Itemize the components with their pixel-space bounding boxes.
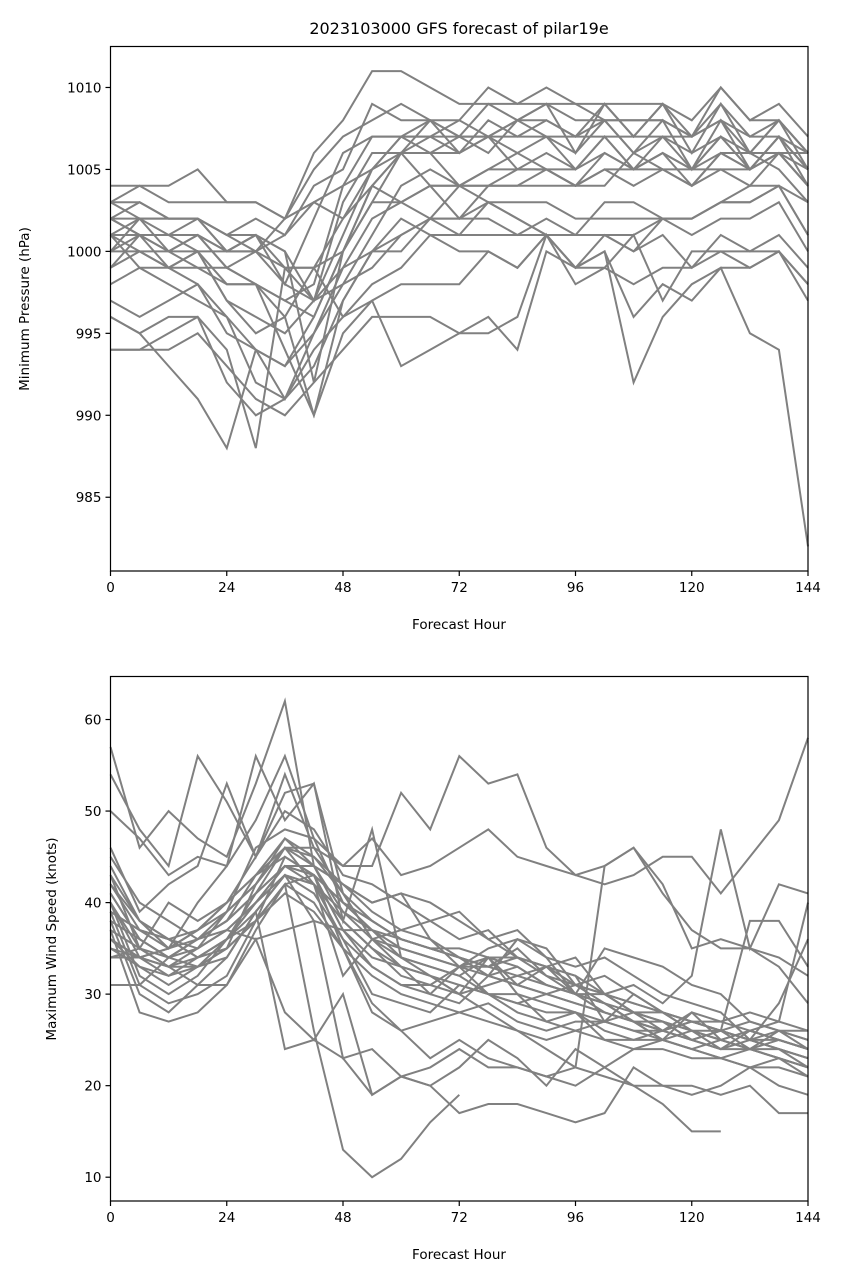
wind-series-line-m02 bbox=[109, 753, 809, 1051]
pressure-y-ticks: 985 990 995 1000 1005 1010 bbox=[67, 80, 111, 506]
wind-y-tick-label: 10 bbox=[84, 1170, 101, 1186]
wind-x-tick-label: 48 bbox=[334, 1210, 351, 1226]
wind-y-tick-label: 20 bbox=[84, 1079, 101, 1095]
wind-y-tick-label: 60 bbox=[84, 713, 101, 729]
wind-series-line-m03 bbox=[109, 753, 809, 1051]
wind-panel: 0 24 48 72 96 120 144 10 20 30 40 50 60 Forecast Ho… bbox=[44, 675, 821, 1263]
wind-series-line-m05 bbox=[109, 753, 809, 977]
wind-series-line-m27 bbox=[109, 864, 809, 1042]
wind-x-ticks: 0 24 48 72 96 120 144 bbox=[106, 1201, 821, 1226]
pressure-series-line-m24 bbox=[110, 151, 809, 253]
pressure-x-tick-label: 72 bbox=[451, 580, 468, 596]
pressure-series-line-m14 bbox=[110, 200, 809, 401]
pressure-series-line-m16 bbox=[110, 233, 809, 449]
wind-series-line-m20 bbox=[109, 892, 809, 1097]
pressure-series-group bbox=[109, 70, 809, 547]
pressure-y-tick-label: 985 bbox=[76, 490, 102, 506]
pressure-series-line-m09 bbox=[109, 135, 809, 319]
pressure-series-line-m07 bbox=[109, 118, 809, 302]
pressure-series-line-m18 bbox=[110, 249, 809, 547]
pressure-x-tick-label: 144 bbox=[795, 580, 821, 596]
pressure-y-tick-label: 995 bbox=[76, 326, 102, 342]
wind-x-tick-label: 0 bbox=[106, 1210, 115, 1226]
wind-x-axis-label: Forecast Hour bbox=[412, 1247, 506, 1263]
wind-y-axis-label: Maximum Wind Speed (knots) bbox=[44, 837, 60, 1040]
pressure-x-axis-label: Forecast Hour bbox=[412, 617, 506, 633]
pressure-x-tick-label: 48 bbox=[334, 580, 351, 596]
wind-series-group bbox=[109, 697, 809, 1179]
pressure-x-tick-label: 24 bbox=[218, 580, 235, 596]
wind-series-line-m21 bbox=[109, 902, 809, 1097]
pressure-series-line-m23 bbox=[110, 151, 809, 269]
pressure-y-tick-label: 1010 bbox=[67, 80, 101, 96]
wind-x-tick-label: 72 bbox=[451, 1210, 468, 1226]
pressure-x-ticks: 0 24 48 72 96 120 144 bbox=[106, 571, 821, 596]
pressure-y-tick-label: 990 bbox=[76, 408, 102, 424]
wind-x-tick-label: 96 bbox=[567, 1210, 584, 1226]
wind-y-tick-label: 50 bbox=[84, 804, 101, 820]
wind-y-tick-label: 30 bbox=[84, 987, 101, 1003]
wind-y-ticks: 10 20 30 40 50 60 bbox=[84, 713, 111, 1186]
chart-title: 2023103000 GFS forecast of pilar19e bbox=[309, 19, 608, 38]
pressure-x-tick-label: 96 bbox=[567, 580, 584, 596]
wind-series-line-m24 bbox=[109, 846, 809, 1078]
pressure-y-tick-label: 1000 bbox=[67, 244, 101, 260]
wind-series-line-m30 bbox=[109, 846, 809, 1051]
wind-x-tick-label: 24 bbox=[218, 1210, 235, 1226]
pressure-plot-frame bbox=[109, 45, 809, 572]
wind-series-line-m04 bbox=[109, 737, 809, 914]
pressure-x-tick-label: 120 bbox=[679, 580, 705, 596]
pressure-series-line-m20 bbox=[110, 184, 809, 419]
wind-x-tick-label: 144 bbox=[795, 1210, 821, 1226]
pressure-x-tick-label: 0 bbox=[106, 580, 115, 596]
wind-series-line-m28 bbox=[109, 855, 809, 1060]
pressure-y-axis-label: Minimum Pressure (hPa) bbox=[17, 227, 33, 391]
pressure-y-tick-label: 1005 bbox=[67, 162, 101, 178]
pressure-series-line-m15 bbox=[110, 184, 809, 451]
pressure-series-line-m01 bbox=[110, 70, 809, 221]
wind-series-line-m23 bbox=[109, 846, 721, 1133]
pressure-series-line-m19 bbox=[110, 217, 809, 419]
wind-series-line-m06 bbox=[109, 809, 809, 1005]
pressure-panel: 2023103000 GFS forecast of pilar19e 0 24 4… bbox=[17, 19, 821, 633]
wind-y-tick-label: 40 bbox=[84, 896, 101, 912]
wind-x-tick-label: 120 bbox=[679, 1210, 705, 1226]
